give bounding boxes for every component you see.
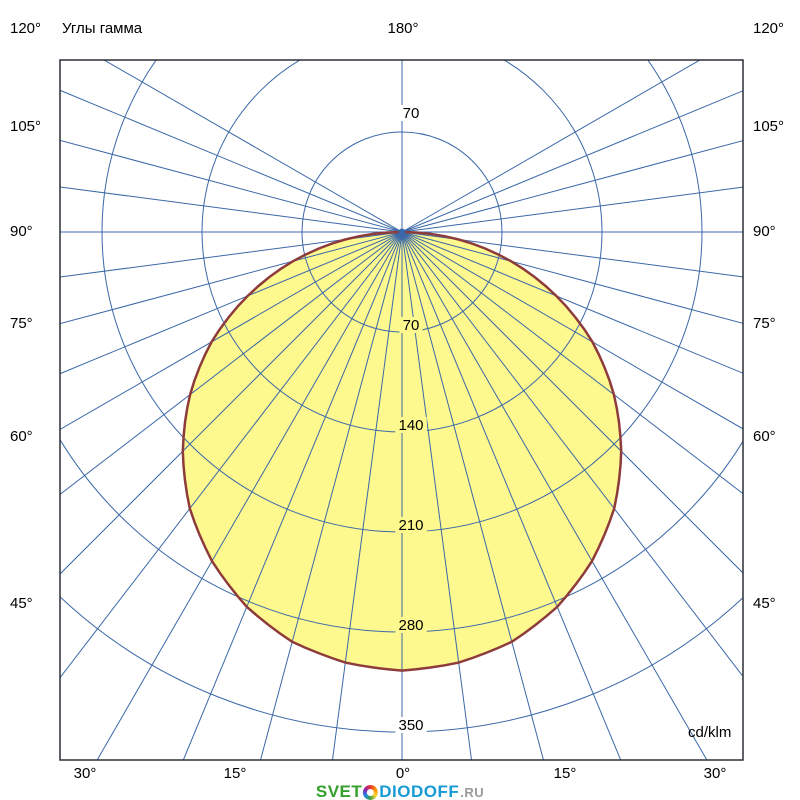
rainbow-ring-center [367, 788, 375, 796]
unit-label: cd/klm [688, 724, 732, 741]
watermark-ru-text: .RU [460, 784, 485, 800]
angle-label-left-75: 75° [10, 315, 33, 332]
svg-text:70: 70 [403, 105, 420, 122]
svg-text:140: 140 [398, 417, 423, 434]
angle-label-bottom-0: 0° [395, 765, 411, 782]
svg-text:280: 280 [398, 617, 423, 634]
chart-title: Углы гамма [62, 20, 143, 37]
angle-label-left-60: 60° [10, 428, 33, 445]
angle-label-left-105: 105° [10, 118, 42, 135]
angle-label-top-right-120: 120° [753, 20, 785, 37]
angle-label-bottom-15-left: 15° [223, 765, 247, 782]
angle-label-bottom-30-left: 30° [73, 765, 97, 782]
angle-label-right-105: 105° [753, 118, 785, 135]
angle-label-right-60: 60° [753, 428, 776, 445]
angle-label-right-45: 45° [753, 595, 776, 612]
watermark-svet-text: SVET [315, 782, 363, 800]
svg-text:210: 210 [398, 517, 423, 534]
rainbow-ring-icon [363, 784, 379, 800]
angle-label-left-45: 45° [10, 595, 33, 612]
angle-label-bottom-30-right: 30° [703, 765, 727, 782]
angle-label-bottom-15-right: 15° [553, 765, 577, 782]
watermark-logo: SVET DIODOFF .RU [316, 782, 484, 800]
angle-label-left-90: 90° [10, 223, 33, 240]
angle-label-top-180: 180° [387, 20, 419, 37]
svg-text:350: 350 [398, 717, 423, 734]
angle-label-top-left-120: 120° [10, 20, 42, 37]
angle-label-right-90: 90° [753, 223, 776, 240]
watermark-diodoff-text: DIODOFF [379, 782, 460, 800]
angle-label-right-75: 75° [753, 315, 776, 332]
svg-text:70: 70 [403, 317, 420, 334]
